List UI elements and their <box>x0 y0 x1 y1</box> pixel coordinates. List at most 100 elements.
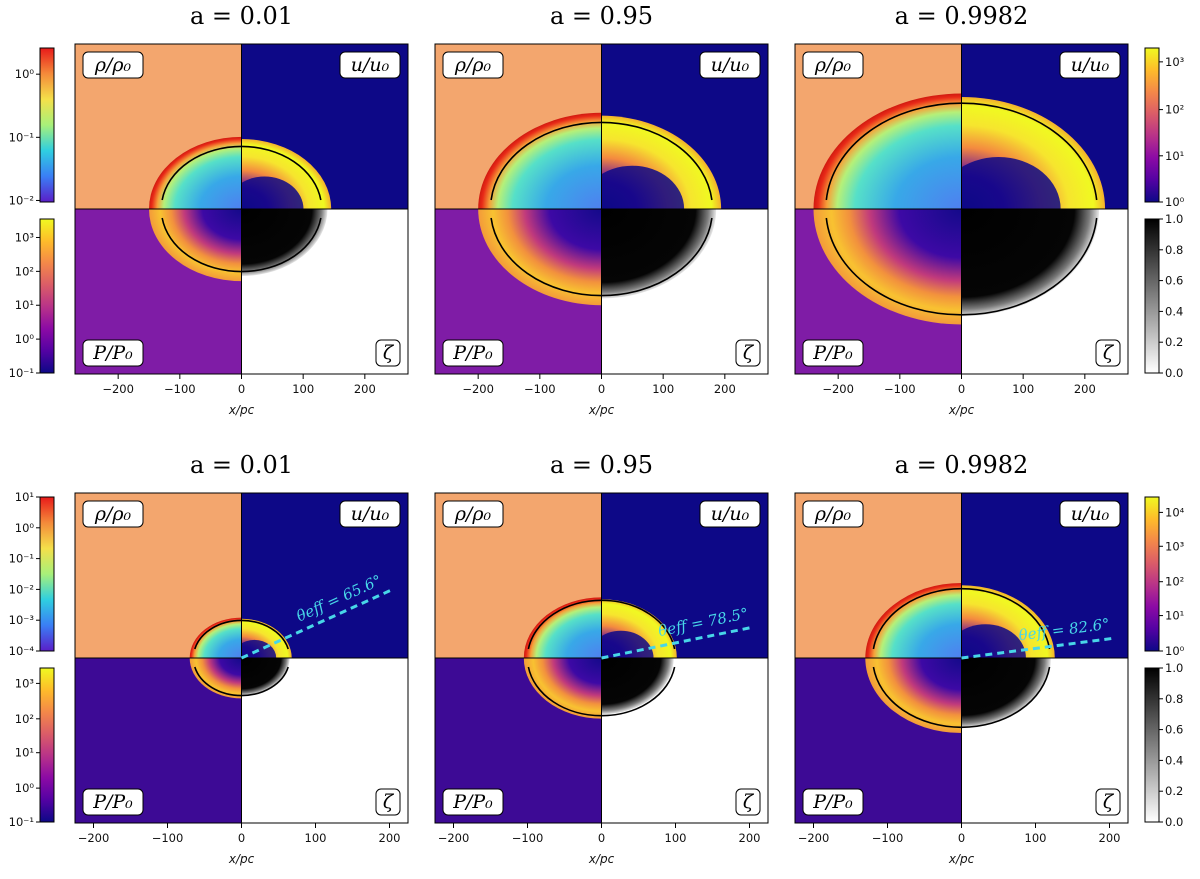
x-tick-label: −200 <box>78 831 110 845</box>
quadrant-zeta <box>241 658 408 823</box>
label-pressure: P/P₀ <box>452 342 493 364</box>
shock-front-lower <box>194 666 289 697</box>
x-tick-label: −100 <box>884 382 916 396</box>
colorbar-tick-label: 10⁰ <box>15 67 35 81</box>
label-density: ρ/ρ₀ <box>454 503 492 525</box>
shock-front-upper <box>527 599 676 650</box>
label-zeta: ζ <box>1103 342 1115 364</box>
colorbar-gradient <box>39 47 55 203</box>
colorbar-gradient <box>39 667 55 823</box>
panel-title: a = 0.01 <box>190 451 293 479</box>
colorbar-tick-label: 0.6 <box>1165 274 1183 288</box>
label-density-box <box>82 500 144 528</box>
colorbar-tick-label: 10⁻¹ <box>9 130 34 144</box>
label-density-box <box>442 51 504 79</box>
colorbar-gradient <box>1144 218 1160 374</box>
label-density-box <box>802 51 864 79</box>
x-tick-label: 200 <box>739 831 761 845</box>
label-zeta-box <box>735 788 761 816</box>
shock-front-lower <box>872 666 1051 729</box>
label-velocity: u/u₀ <box>351 503 390 525</box>
label-density: ρ/ρ₀ <box>94 503 132 525</box>
label-velocity: u/u₀ <box>351 54 390 76</box>
panel-title: a = 0.95 <box>550 2 653 30</box>
label-density-box <box>82 51 144 79</box>
colorbar-tick-label: 10¹ <box>15 490 34 504</box>
shock-front-upper <box>825 102 1098 201</box>
quadrant-pressure <box>75 658 242 823</box>
shock-front-upper <box>161 145 322 201</box>
shock-front-lower <box>825 217 1098 316</box>
label-velocity: u/u₀ <box>1071 54 1110 76</box>
colorbar-tick-label: 1.0 <box>1165 212 1183 226</box>
label-zeta: ζ <box>383 791 395 813</box>
x-tick-label: −200 <box>438 831 470 845</box>
panel-1-2: a = 0.95 ρ/ρ₀ u/u₀ P/P₀ ζ −200 −100 0 100 200 x/pc <box>434 2 769 417</box>
label-velocity-box <box>699 51 761 79</box>
panel-title: a = 0.01 <box>190 2 293 30</box>
x-tick-label: −200 <box>822 382 854 396</box>
quadrant-density <box>435 44 602 209</box>
label-zeta: ζ <box>383 342 395 364</box>
colorbar-tick-label: 10² <box>1165 575 1184 589</box>
colorbar-tick-label: 10⁰ <box>15 332 35 346</box>
x-tick-label: 200 <box>1074 382 1096 396</box>
colorbar-tick-label: 10⁰ <box>1165 195 1185 209</box>
label-pressure: P/P₀ <box>812 791 853 813</box>
colorbar-tick-label: 10³ <box>15 230 35 244</box>
colorbars: 10⁰ 10⁻¹ 10⁻² 10³ 10² 10¹ 10⁰ 10⁻¹ 10³ 10² 10¹ 10⁰ 1… <box>9 47 1185 829</box>
colorbar-tick-label: 0.8 <box>1165 692 1183 706</box>
colorbar-tick-label: 10⁻² <box>9 582 34 596</box>
colorbar-tick-label: 10⁻¹ <box>9 552 34 566</box>
x-tick-label: 0 <box>238 382 245 396</box>
label-velocity: u/u₀ <box>711 503 750 525</box>
label-zeta: ζ <box>743 791 755 813</box>
label-density-box <box>802 500 864 528</box>
panel-title: a = 0.95 <box>550 451 653 479</box>
x-tick-label: 200 <box>379 831 401 845</box>
x-tick-label: 0 <box>958 831 965 845</box>
colorbar-tick-label: 0.6 <box>1165 723 1183 737</box>
x-axis-label: x/pc <box>588 852 615 866</box>
x-tick-label: −100 <box>524 382 556 396</box>
label-zeta-box <box>1095 339 1121 367</box>
colorbar-tick-label: 0.4 <box>1165 304 1183 318</box>
label-zeta-box <box>735 339 761 367</box>
x-tick-label: −100 <box>164 382 196 396</box>
colorbar-tick-label: 10³ <box>1165 539 1185 553</box>
colorbar-tick-label: 10¹ <box>15 746 34 760</box>
colorbar-tick-label: 10⁻⁴ <box>9 644 35 658</box>
x-tick-label: 100 <box>1025 831 1047 845</box>
label-density: ρ/ρ₀ <box>814 503 852 525</box>
label-zeta: ζ <box>743 342 755 364</box>
colorbar-tick-label: 10³ <box>1165 55 1185 69</box>
colorbar-tick-label: 0.2 <box>1165 784 1183 798</box>
colorbar-rho-top: 10⁰ 10⁻¹ 10⁻² <box>9 47 55 207</box>
label-velocity-box <box>339 51 401 79</box>
shock-front-lower <box>527 666 676 717</box>
colorbar-gradient <box>39 218 55 374</box>
label-pressure: P/P₀ <box>92 342 133 364</box>
x-axis-label: x/pc <box>228 403 255 417</box>
quadrant-pressure <box>795 209 962 374</box>
colorbar-tick-label: 10⁰ <box>15 521 35 535</box>
x-tick-label: 100 <box>665 831 687 845</box>
label-zeta: ζ <box>1103 791 1115 813</box>
shock-front-lower <box>490 217 713 297</box>
quadrant-velocity <box>961 493 1128 658</box>
panel-title: a = 0.9982 <box>895 2 1029 30</box>
label-zeta-box <box>1095 788 1121 816</box>
colorbar-zeta-top: 1.0 0.8 0.6 0.4 0.2 0.0 <box>1144 212 1183 380</box>
colorbar-tick-label: 10² <box>15 264 34 278</box>
label-velocity-box <box>1059 500 1121 528</box>
colorbar-tick-label: 10⁻¹ <box>9 366 34 380</box>
shock-front-upper <box>490 121 713 201</box>
shock-front-upper <box>194 619 289 650</box>
colorbar-rho-bottom: 10¹ 10⁰ 10⁻¹ 10⁻² 10⁻³ 10⁻⁴ <box>9 490 55 658</box>
colorbar-tick-label: 10⁰ <box>1165 644 1185 658</box>
label-pressure: P/P₀ <box>812 342 853 364</box>
theta-eff-line <box>240 587 395 660</box>
